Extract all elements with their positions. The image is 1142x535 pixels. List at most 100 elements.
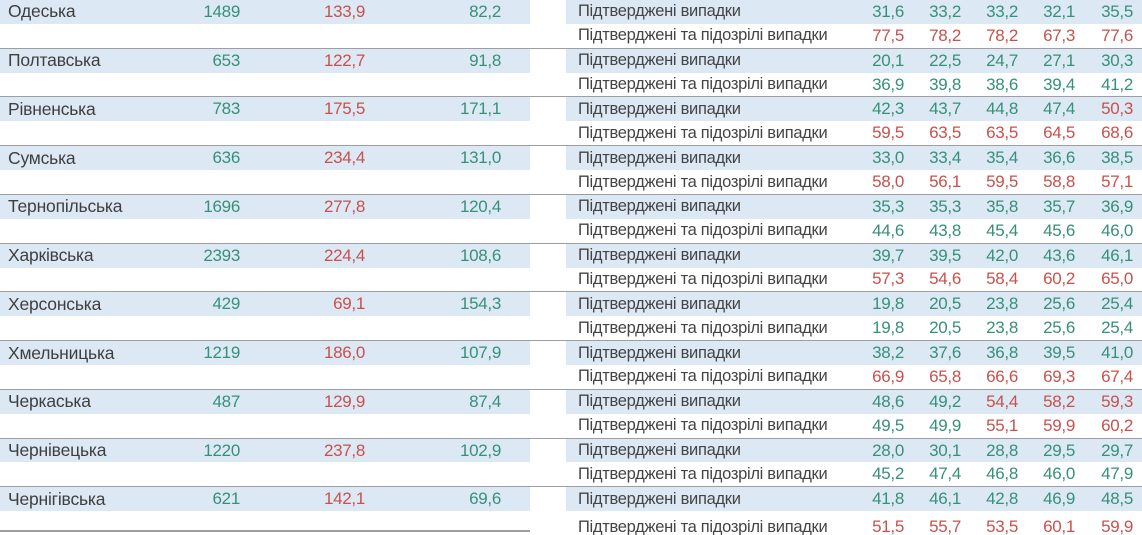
confirmed-value: 23,8 [986, 294, 1018, 314]
suspected-value: 60,1 [1043, 517, 1075, 535]
confirmed-value: 33,0 [872, 148, 904, 168]
suspected-value: 60,2 [1101, 415, 1133, 435]
region-name: Хмельницька [8, 342, 115, 363]
suspected-value: 46,8 [986, 464, 1018, 484]
confirmed-row: Херсонська 429 69,1 154,3 Підтверджені в… [0, 292, 1142, 317]
confirmed-value: 35,8 [986, 196, 1018, 216]
region-summary-cells: Рівненська 783 175,5 171,1 [0, 97, 530, 122]
region-rate-red: 237,8 [323, 440, 365, 460]
suspected-value: 58,8 [1043, 172, 1075, 192]
suspected-row: Підтверджені та підозрілі випадки 66,9 6… [0, 365, 1142, 389]
confirmed-cases-label: Підтверджені випадки [578, 2, 741, 21]
suspected-value: 45,2 [872, 464, 904, 484]
region-group: Чернівецька 1220 237,8 102,9 Підтверджен… [0, 437, 1142, 487]
confirmed-value: 22,5 [929, 50, 961, 70]
confirmed-values-cells: Підтверджені випадки 20,1 22,5 24,7 27,1… [566, 48, 1142, 73]
confirmed-values-cells: Підтверджені випадки 28,0 30,1 28,8 29,5… [566, 438, 1142, 463]
confirmed-value: 35,5 [1101, 1, 1133, 21]
region-summary-cells: Херсонська 429 69,1 154,3 [0, 292, 530, 317]
region-summary-cells: Сумська 636 234,4 131,0 [0, 146, 530, 171]
region-rate-green: 107,9 [459, 343, 501, 363]
confirmed-suspected-cases-label: Підтверджені та підозрілі випадки [578, 318, 828, 337]
region-rate-green: 91,8 [469, 50, 501, 70]
column-gap [530, 243, 566, 268]
column-gap [530, 413, 566, 438]
column-gap [530, 316, 566, 341]
suspected-value: 51,5 [872, 517, 904, 535]
column-gap [530, 462, 566, 487]
region-group: Полтавська 653 122,7 91,8 Підтверджені в… [0, 47, 1142, 97]
confirmed-value: 32,1 [1043, 1, 1075, 21]
confirmed-row: Тернопільська 1696 277,8 120,4 Підтвердж… [0, 194, 1142, 219]
region-rate-red: 122,7 [323, 50, 365, 70]
suspected-value: 39,8 [929, 74, 961, 94]
confirmed-value: 31,6 [872, 1, 904, 21]
suspected-values-cells: Підтверджені та підозрілі випадки 36,9 3… [566, 72, 1142, 97]
column-gap [530, 341, 566, 366]
confirmed-cases-label: Підтверджені випадки [578, 99, 741, 118]
column-gap [530, 487, 566, 512]
region-name: Сумська [8, 147, 76, 168]
suspected-values-cells: Підтверджені та підозрілі випадки 51,5 5… [566, 515, 1142, 535]
region-rate-red: 129,9 [323, 391, 365, 411]
region-rate-green: 69,6 [469, 489, 501, 509]
confirmed-value: 29,5 [1043, 440, 1075, 460]
confirmed-row: Сумська 636 234,4 131,0 Підтверджені вип… [0, 146, 1142, 171]
suspected-row: Підтверджені та підозрілі випадки 59,5 6… [0, 121, 1142, 146]
suspected-value: 59,9 [1101, 517, 1133, 535]
region-rate-green: 131,0 [459, 148, 501, 168]
confirmed-cases-label: Підтверджені випадки [578, 489, 741, 508]
confirmed-value: 20,5 [929, 294, 961, 314]
confirmed-value: 43,6 [1043, 245, 1075, 265]
confirmed-value: 33,2 [986, 1, 1018, 21]
confirmed-value: 46,9 [1043, 489, 1075, 509]
confirmed-cases-label: Підтверджені випадки [578, 343, 741, 362]
suspected-value: 49,9 [929, 415, 961, 435]
confirmed-value: 25,4 [1101, 294, 1133, 314]
region-rate-red: 133,9 [323, 1, 365, 21]
region-rate-green: 87,4 [469, 391, 501, 411]
region-rate-green: 154,3 [459, 294, 501, 314]
region-name: Рівненська [8, 98, 96, 119]
confirmed-values-cells: Підтверджені випадки 35,3 35,3 35,8 35,7… [566, 194, 1142, 219]
suspected-value: 65,0 [1101, 269, 1133, 289]
confirmed-row: Хмельницька 1219 186,0 107,9 Підтверджен… [0, 341, 1142, 366]
region-group: Хмельницька 1219 186,0 107,9 Підтверджен… [0, 340, 1142, 389]
region-group: Черкаська 487 129,9 87,4 Підтверджені ви… [0, 388, 1142, 438]
confirmed-values-cells: Підтверджені випадки 38,2 37,6 36,8 39,5… [566, 341, 1142, 366]
region-case-count: 1489 [203, 1, 240, 21]
suspected-row: Підтверджені та підозрілі випадки 51,5 5… [0, 511, 1142, 535]
suspected-row: Підтверджені та підозрілі випадки 45,2 4… [0, 462, 1142, 487]
region-summary-cells: Харківська 2393 224,4 108,6 [0, 243, 530, 268]
region-rate-red: 234,4 [323, 148, 365, 168]
region-summary-empty [0, 218, 530, 243]
suspected-value: 57,1 [1101, 172, 1133, 192]
confirmed-suspected-cases-label: Підтверджені та підозрілі випадки [578, 123, 828, 142]
suspected-values-cells: Підтверджені та підозрілі випадки 49,5 4… [566, 413, 1142, 438]
suspected-row: Підтверджені та підозрілі випадки 57,3 5… [0, 267, 1142, 292]
confirmed-value: 36,8 [986, 343, 1018, 363]
suspected-row: Підтверджені та підозрілі випадки 19,8 2… [0, 316, 1142, 341]
confirmed-value: 42,3 [872, 99, 904, 119]
region-group: Сумська 636 234,4 131,0 Підтверджені вип… [0, 145, 1142, 194]
region-summary-cells: Хмельницька 1219 186,0 107,9 [0, 341, 530, 366]
region-group: Херсонська 429 69,1 154,3 Підтверджені в… [0, 291, 1142, 341]
confirmed-value: 33,2 [929, 1, 961, 21]
confirmed-value: 48,5 [1101, 489, 1133, 509]
confirmed-values-cells: Підтверджені випадки 48,6 49,2 54,4 58,2… [566, 389, 1142, 414]
suspected-value: 55,7 [929, 517, 961, 535]
region-name: Чернігівська [8, 488, 106, 509]
suspected-row: Підтверджені та підозрілі випадки 36,9 3… [0, 72, 1142, 97]
confirmed-value: 54,4 [986, 391, 1018, 411]
region-case-count: 1696 [203, 196, 240, 216]
region-summary-empty [0, 267, 530, 292]
confirmed-value: 42,8 [986, 489, 1018, 509]
suspected-value: 49,5 [872, 415, 904, 435]
confirmed-value: 48,6 [872, 391, 904, 411]
suspected-row: Підтверджені та підозрілі випадки 44,6 4… [0, 218, 1142, 243]
suspected-value: 59,5 [872, 123, 904, 143]
confirmed-value: 28,0 [872, 440, 904, 460]
suspected-value: 77,5 [872, 25, 904, 45]
table-bottom-border [0, 530, 530, 532]
